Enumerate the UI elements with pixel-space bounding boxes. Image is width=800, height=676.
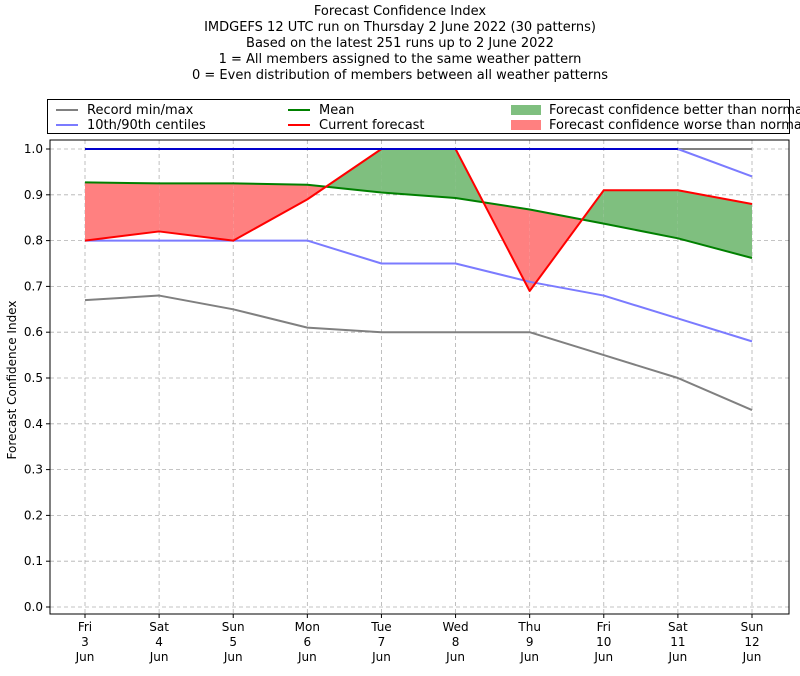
confidence-fills (85, 149, 752, 291)
y-axis-ticks: 0.0 0.1 0.2 0.3 0.4 0.5 0.6 0.7 0.8 0.9 1.0 (24, 142, 50, 614)
y-axis-label: Forecast Confidence Index (5, 301, 19, 460)
subtitle-scale-one: 1 = All members assigned to the same wea… (218, 52, 582, 67)
series-line-mean (84, 181, 753, 259)
fill-better-than-normal (677, 190, 752, 259)
x-tick-label: Sat 4 Jun (149, 620, 170, 664)
fill-worse-than-normal (233, 183, 308, 241)
series-lines (84, 148, 753, 411)
legend-label-record: Record min/max (87, 102, 194, 118)
x-tick-label: Sun 12 Jun (741, 620, 764, 664)
x-tick-label: Sun 5 Jun (222, 620, 245, 664)
y-tick-label: 0.1 (24, 554, 43, 568)
legend-label-mean: Mean (319, 102, 355, 118)
legend-label-current: Current forecast (319, 117, 425, 133)
x-tick-label: Fri 10 Jun (593, 620, 613, 664)
legend-item-better: Forecast confidence better than normal (511, 102, 800, 118)
x-tick-label: Wed 8 Jun (442, 620, 468, 664)
plot-frame (49, 139, 790, 615)
legend-label-worse: Forecast confidence worse than normal (549, 117, 800, 133)
y-tick-label: 0.5 (24, 371, 43, 385)
x-tick-label: Mon 6 Jun (295, 620, 320, 664)
y-tick-label: 1.0 (24, 142, 43, 156)
chart-header: Forecast Confidence Index IMDGEFS 12 UTC… (0, 4, 800, 84)
series-line-centile-10 (85, 239, 753, 343)
legend-swatch-mean (288, 109, 310, 111)
legend-swatch-better (511, 105, 541, 115)
x-tick-label: Fri 3 Jun (75, 620, 95, 664)
x-tick-label: Tue 7 Jun (370, 620, 392, 664)
y-tick-label: 0.8 (24, 234, 43, 248)
subtitle-based-on: Based on the latest 251 runs up to 2 Jun… (246, 36, 554, 51)
legend-swatch-record (56, 109, 78, 111)
y-tick-label: 0.0 (24, 600, 43, 614)
y-tick-label: 0.9 (24, 188, 43, 202)
legend: Record min/max 10th/90th centiles Mean C… (47, 99, 800, 134)
y-tick-label: 0.6 (24, 325, 43, 339)
legend-label-centiles: 10th/90th centiles (87, 117, 206, 133)
legend-item-current: Current forecast (288, 117, 425, 133)
y-tick-label: 0.3 (24, 463, 43, 477)
legend-swatch-current (288, 124, 310, 126)
fill-better-than-normal (326, 149, 382, 193)
x-axis-ticks: Fri 3 Jun Sat 4 Jun Sun 5 Jun Mon 6 Jun Tue 7 Jun Wed 8 J… (75, 614, 764, 664)
x-tick-label: Sat 11 Jun (668, 620, 689, 664)
legend-item-record: Record min/max (56, 102, 193, 118)
legend-item-mean: Mean (288, 102, 354, 118)
y-tick-label: 0.2 (24, 508, 43, 522)
y-tick-label: 0.4 (24, 417, 43, 431)
legend-item-worse: Forecast confidence worse than normal (511, 117, 800, 133)
x-tick-label: Thu 9 Jun (517, 620, 541, 664)
fill-worse-than-normal (85, 182, 160, 241)
fill-better-than-normal (603, 190, 678, 239)
legend-swatch-worse (511, 120, 541, 130)
chart-title: Forecast Confidence Index (313, 4, 487, 19)
subtitle-scale-zero: 0 = Even distribution of members between… (191, 68, 609, 83)
y-tick-label: 0.7 (24, 279, 43, 293)
legend-label-better: Forecast confidence better than normal (549, 102, 800, 118)
fill-worse-than-normal (159, 183, 234, 241)
subtitle-run: IMDGEFS 12 UTC run on Thursday 2 June 20… (204, 20, 596, 35)
fill-worse-than-normal (529, 209, 583, 291)
series-line-record-min (84, 294, 753, 411)
legend-swatch-centiles (56, 124, 78, 126)
legend-item-centiles: 10th/90th centiles (56, 117, 206, 133)
fill-better-than-normal (381, 149, 456, 199)
